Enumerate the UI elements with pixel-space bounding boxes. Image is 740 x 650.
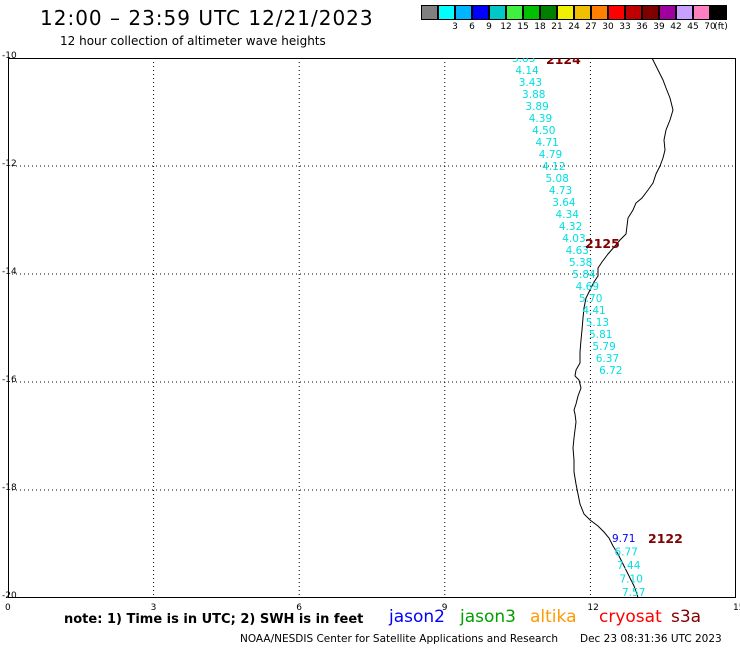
- swh-value: 4.34: [556, 209, 580, 221]
- footer-note: note: 1) Time is in UTC; 2) SWH is in fe…: [64, 612, 364, 627]
- pass-number: 2125: [585, 236, 620, 251]
- swh-value: 4.71: [535, 137, 558, 149]
- swh-value: 3.88: [522, 89, 545, 101]
- legend-label: 33: [619, 22, 631, 32]
- swh-value: 4.39: [529, 113, 552, 125]
- page-subtitle: 12 hour collection of altimeter wave hei…: [60, 34, 326, 48]
- swh-value: 4.12: [542, 161, 565, 173]
- swh-value: 5.70: [579, 293, 602, 305]
- y-tick-label: -14: [2, 267, 17, 277]
- legend-unit: (ft): [714, 22, 728, 32]
- legend-label: 9: [486, 22, 492, 32]
- legend-swatch: [557, 5, 574, 20]
- swh-value: 5.84: [572, 269, 596, 281]
- x-tick-label: 0: [5, 603, 11, 613]
- swh-value: 3.43: [519, 77, 542, 89]
- satellite-cryosat: cryosat: [599, 607, 662, 627]
- swh-value: 6.72: [599, 365, 622, 377]
- legend-label: 70: [704, 22, 716, 32]
- legend-swatch: [472, 5, 489, 20]
- wave-height-map: 3.834.143.433.883.894.394.504.714.794.12…: [8, 58, 736, 598]
- swh-value: 4.50: [532, 125, 555, 137]
- x-tick-label: 6: [296, 603, 302, 613]
- legend-swatch: [676, 5, 693, 20]
- legend-label: 42: [670, 22, 682, 32]
- y-tick-label: -12: [2, 159, 17, 169]
- x-tick-label: 9: [441, 603, 448, 613]
- legend-swatch: [523, 5, 540, 20]
- legend-swatch: [693, 5, 710, 20]
- satellite-s3a: s3a: [671, 607, 702, 627]
- color-legend: [421, 5, 727, 20]
- swh-value: 4.63: [566, 245, 589, 257]
- satellite-jason3: jason3: [460, 607, 516, 627]
- swh-value: 4.14: [515, 65, 539, 77]
- credit-text: NOAA/NESDIS Center for Satellite Applica…: [240, 633, 558, 645]
- legend-swatch: [591, 5, 608, 20]
- legend-swatch: [608, 5, 625, 20]
- y-tick-label: -18: [2, 483, 17, 493]
- pass-number: 2122: [648, 531, 683, 546]
- swh-value: 5.81: [589, 329, 612, 341]
- swh-value: 6.77: [615, 547, 638, 559]
- legend-swatch: [625, 5, 642, 20]
- legend-label: 39: [653, 22, 665, 32]
- swh-value: 3.64: [552, 197, 576, 209]
- x-tick-label: 15: [733, 603, 740, 613]
- x-tick-label: 12: [587, 603, 599, 613]
- legend-label: 6: [469, 22, 475, 32]
- x-tick-label: 3: [150, 603, 157, 613]
- legend-label: 21: [551, 22, 563, 32]
- legend-label: 12: [500, 22, 512, 32]
- swh-value: 5.38: [569, 257, 592, 269]
- timestamp: Dec 23 08:31:36 UTC 2023: [580, 633, 722, 645]
- legend-swatch: [659, 5, 676, 20]
- swh-value: 3.83: [512, 58, 535, 65]
- swh-value: 9.71: [612, 533, 635, 545]
- swh-value: 4.69: [576, 281, 599, 293]
- legend-label: 27: [585, 22, 597, 32]
- coastline: [572, 58, 674, 598]
- legend-swatch: [489, 5, 506, 20]
- swh-value: 4.32: [559, 221, 582, 233]
- swh-value: 6.37: [596, 353, 619, 365]
- y-tick-label: -20: [2, 591, 17, 601]
- swh-value: 7.10: [620, 574, 643, 586]
- legend-swatch: [540, 5, 557, 20]
- swh-value: 3.89: [525, 101, 548, 113]
- legend-label: 18: [534, 22, 546, 32]
- page-title: 12:00 – 23:59 UTC 12/21/2023: [40, 6, 374, 30]
- legend-swatch: [710, 5, 727, 20]
- pass-number: 2124: [546, 58, 581, 67]
- legend-label: 24: [568, 22, 580, 32]
- legend-label: 3: [452, 22, 458, 32]
- legend-label: 36: [636, 22, 648, 32]
- legend-swatch: [642, 5, 659, 20]
- map-frame: [8, 58, 736, 598]
- legend-label: 45: [687, 22, 699, 32]
- swh-value: 7.57: [622, 587, 645, 598]
- swh-value: 4.41: [582, 305, 605, 317]
- legend-swatch: [438, 5, 455, 20]
- swh-value: 5.08: [546, 173, 569, 185]
- satellite-jason2: jason2: [389, 607, 445, 627]
- legend-swatch: [574, 5, 591, 20]
- swh-value: 4.03: [562, 233, 585, 245]
- legend-swatch: [421, 5, 438, 20]
- legend-swatch: [455, 5, 472, 20]
- legend-label: 30: [602, 22, 614, 32]
- y-tick-label: -10: [2, 51, 17, 61]
- swh-value: 5.79: [592, 341, 615, 353]
- legend-swatch: [506, 5, 523, 20]
- swh-value: 4.79: [539, 149, 562, 161]
- swh-value: 7.44: [617, 560, 641, 572]
- satellite-altika: altika: [530, 607, 577, 627]
- swh-value: 5.13: [586, 317, 609, 329]
- legend-label: 15: [517, 22, 529, 32]
- swh-value: 4.73: [549, 185, 572, 197]
- y-tick-label: -16: [2, 375, 17, 385]
